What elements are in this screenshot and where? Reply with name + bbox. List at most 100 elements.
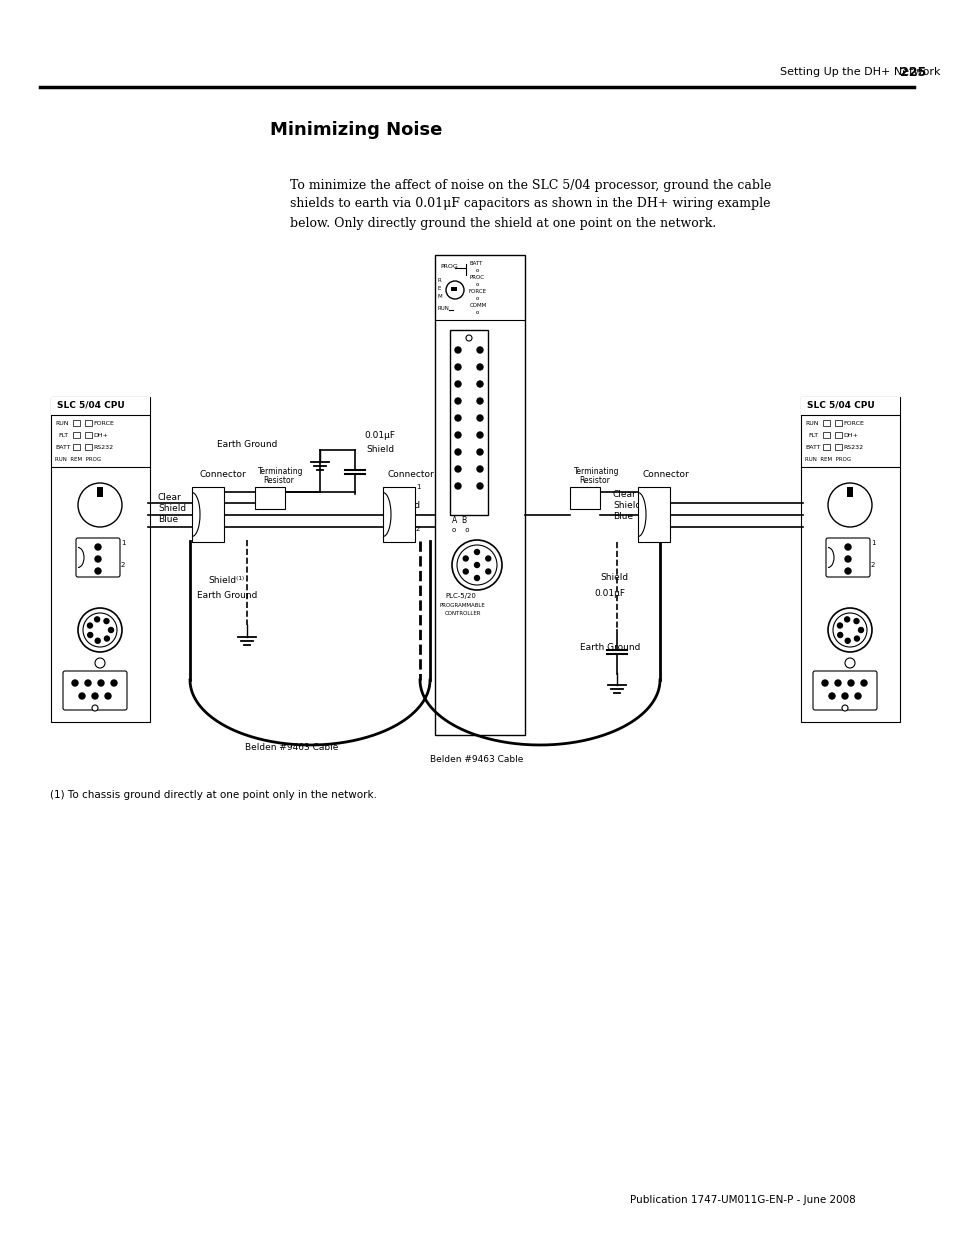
Text: 1: 1 [416, 484, 420, 490]
Bar [73, 420, 80, 426]
Text: A  B: A B [452, 516, 467, 525]
Text: Blue: Blue [613, 513, 633, 521]
Text: Terminating: Terminating [257, 467, 303, 475]
Circle shape [455, 382, 460, 387]
Circle shape [853, 619, 858, 624]
Bar [822, 445, 829, 450]
Circle shape [832, 613, 866, 647]
Text: DH+: DH+ [92, 433, 108, 438]
Circle shape [474, 576, 479, 580]
Circle shape [98, 680, 104, 685]
Circle shape [94, 616, 99, 622]
Circle shape [109, 627, 113, 632]
Circle shape [111, 680, 117, 685]
Circle shape [455, 415, 460, 421]
Circle shape [847, 680, 853, 685]
Text: Clear: Clear [392, 490, 416, 499]
Bar [85, 432, 91, 438]
Circle shape [474, 550, 479, 555]
Bar [73, 432, 80, 438]
Bar [254, 487, 285, 509]
Bar [822, 420, 829, 426]
Circle shape [476, 347, 482, 353]
Bar [834, 420, 841, 426]
Circle shape [95, 568, 101, 574]
Circle shape [463, 569, 468, 574]
Circle shape [104, 636, 110, 641]
Circle shape [71, 680, 78, 685]
Circle shape [91, 693, 98, 699]
Text: COMM: COMM [470, 303, 487, 308]
Text: Shield: Shield [392, 501, 419, 510]
Text: BATT: BATT [55, 445, 71, 450]
Text: Clear: Clear [613, 490, 636, 499]
Text: o: o [476, 310, 478, 315]
Bar [834, 432, 841, 438]
Circle shape [827, 608, 871, 652]
Text: RUN  REM  PROG: RUN REM PROG [804, 457, 850, 462]
Text: R: R [437, 278, 441, 283]
Text: Earth Ground: Earth Ground [579, 643, 639, 652]
Text: Shield⁽¹⁾: Shield⁽¹⁾ [208, 576, 244, 585]
Text: E: E [437, 287, 441, 291]
Circle shape [85, 680, 91, 685]
Text: o: o [476, 268, 478, 273]
Bar [97, 487, 103, 496]
Text: RUN: RUN [804, 421, 818, 426]
Circle shape [465, 335, 472, 341]
Text: PROGRAMMABLE: PROGRAMMABLE [439, 603, 485, 608]
Bar [192, 487, 224, 542]
Circle shape [858, 627, 862, 632]
Circle shape [455, 398, 460, 404]
Circle shape [844, 568, 850, 574]
Bar [51, 396, 150, 722]
Text: Clear: Clear [158, 493, 182, 501]
Text: M: M [437, 294, 442, 299]
Circle shape [485, 569, 490, 574]
Text: Belden #9463 Cable: Belden #9463 Cable [245, 743, 338, 752]
Text: 1: 1 [121, 540, 126, 546]
Text: Shield: Shield [599, 573, 627, 582]
Circle shape [79, 693, 85, 699]
Text: PLC-5/20: PLC-5/20 [444, 593, 476, 599]
Text: BATT: BATT [470, 261, 483, 266]
Circle shape [455, 432, 460, 438]
Circle shape [844, 638, 849, 643]
Circle shape [476, 466, 482, 472]
Bar [85, 445, 91, 450]
Circle shape [476, 415, 482, 421]
Circle shape [485, 556, 490, 561]
Text: RS232: RS232 [842, 445, 862, 450]
Circle shape [837, 632, 841, 637]
Text: 225: 225 [899, 65, 925, 79]
Circle shape [446, 282, 463, 299]
Text: Terminating: Terminating [574, 467, 618, 475]
Bar [834, 445, 841, 450]
Circle shape [95, 543, 101, 550]
FancyBboxPatch shape [63, 671, 127, 710]
Circle shape [88, 622, 92, 629]
Text: 0.01μF: 0.01μF [594, 589, 624, 598]
Circle shape [828, 693, 834, 699]
Bar [801, 396, 899, 415]
Circle shape [837, 622, 841, 629]
Text: Publication 1747-UM011G-EN-P - June 2008: Publication 1747-UM011G-EN-P - June 2008 [629, 1195, 855, 1205]
Text: o: o [476, 296, 478, 301]
Text: PROC: PROC [470, 275, 484, 280]
Bar [382, 487, 415, 542]
FancyBboxPatch shape [825, 538, 869, 577]
Text: Belden #9463 Cable: Belden #9463 Cable [430, 755, 523, 764]
Text: To minimize the affect of noise on the SLC 5/04 processor, ground the cable: To minimize the affect of noise on the S… [290, 179, 771, 191]
Circle shape [827, 483, 871, 527]
Text: FLT: FLT [807, 433, 818, 438]
Text: RUN  REM  PROG: RUN REM PROG [55, 457, 101, 462]
Text: 0.01μF: 0.01μF [364, 431, 395, 440]
Text: Earth Ground: Earth Ground [216, 440, 277, 450]
Text: RS232: RS232 [92, 445, 113, 450]
Circle shape [476, 483, 482, 489]
Circle shape [95, 556, 101, 562]
Circle shape [476, 382, 482, 387]
Text: (1) To chassis ground directly at one point only in the network.: (1) To chassis ground directly at one po… [50, 790, 376, 800]
Circle shape [834, 680, 841, 685]
Text: 2: 2 [121, 562, 125, 568]
